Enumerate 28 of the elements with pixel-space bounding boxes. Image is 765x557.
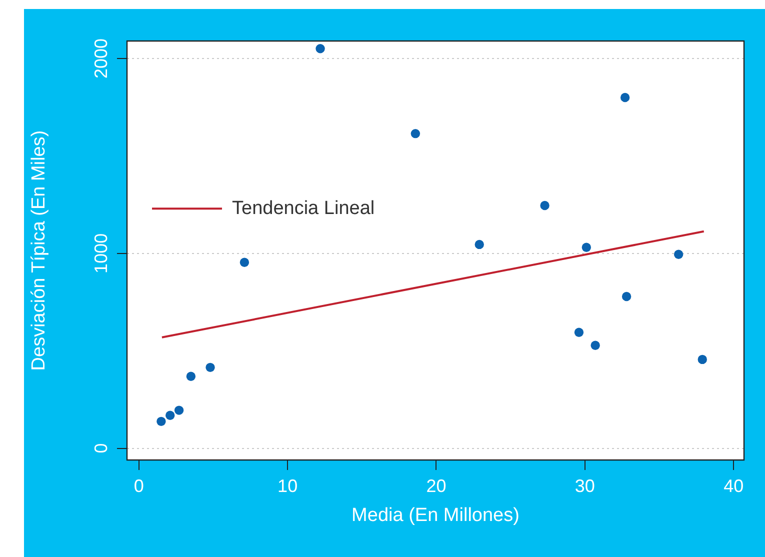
point bbox=[240, 258, 250, 267]
point bbox=[206, 362, 215, 372]
point bbox=[622, 292, 632, 302]
point bbox=[316, 44, 325, 54]
x-tick-label: 20 bbox=[426, 476, 446, 496]
x-axis-title: Media (En Millones) bbox=[352, 504, 520, 526]
x-tick-label: 30 bbox=[574, 476, 595, 496]
point bbox=[410, 128, 420, 138]
y-axis-title: Desviación Típica (En Miles) bbox=[28, 130, 50, 371]
x-tick-label: 0 bbox=[134, 476, 144, 496]
y-tick-label: 2000 bbox=[90, 38, 111, 79]
point bbox=[166, 410, 175, 420]
point bbox=[540, 200, 550, 210]
point bbox=[620, 92, 630, 102]
point bbox=[674, 250, 684, 259]
point bbox=[574, 328, 584, 337]
point bbox=[582, 242, 592, 252]
point bbox=[174, 406, 184, 415]
y-tick-label: 1000 bbox=[90, 233, 111, 274]
x-tick-label: 40 bbox=[724, 476, 744, 496]
point bbox=[698, 354, 707, 364]
legend-label: Tendencia Lineal bbox=[232, 198, 375, 219]
y-tick-label: 0 bbox=[90, 443, 111, 454]
point bbox=[156, 416, 166, 426]
point bbox=[590, 340, 600, 350]
point bbox=[186, 372, 196, 381]
x-tick-label: 10 bbox=[278, 476, 298, 496]
point bbox=[474, 240, 484, 250]
